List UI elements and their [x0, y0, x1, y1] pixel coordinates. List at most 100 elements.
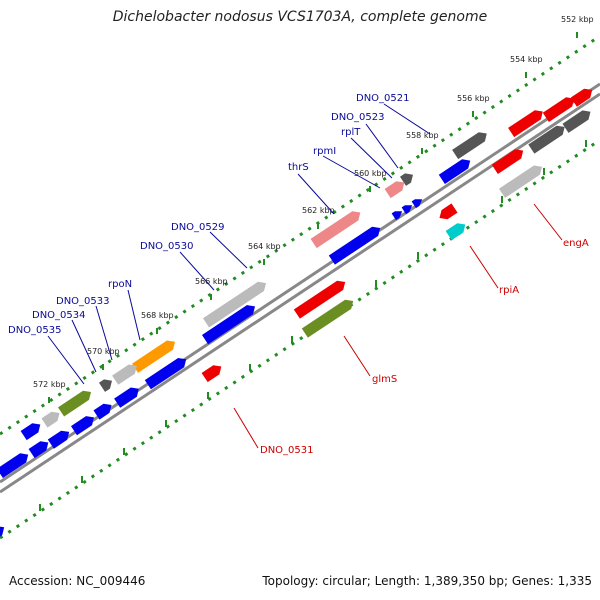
- gene-label: rpmI: [313, 146, 336, 157]
- tick-label: 566 kbp: [195, 277, 228, 286]
- dot-row: [0, 34, 600, 436]
- gene-arrow: [401, 205, 413, 215]
- gene-arrow: [132, 340, 175, 373]
- gene-body: [310, 211, 361, 249]
- tick-marks: 552 kbp 554 kbp 556 kbp 558 kbp 560 kbp 562 k…: [33, 15, 594, 511]
- gene-arrows: [0, 88, 593, 537]
- gene-arrow: [20, 423, 41, 441]
- gene-arrow: [293, 280, 346, 319]
- gene-arrow: [144, 358, 187, 390]
- gene-body: [391, 211, 403, 221]
- gene-body: [47, 430, 70, 449]
- tick-label: 560 kbp: [354, 169, 387, 178]
- gene-arrow: [41, 411, 60, 428]
- callout-line: [533, 203, 563, 241]
- gene-body: [0, 526, 5, 537]
- gene-arrow: [301, 299, 354, 338]
- gene-arrow: [439, 203, 458, 220]
- gene-arrow: [570, 88, 593, 107]
- gene-arrow: [411, 199, 423, 209]
- gene-arrow: [201, 365, 222, 383]
- gene-arrow: [452, 132, 487, 160]
- gene-arrow: [0, 453, 29, 478]
- callout-line: [179, 251, 215, 291]
- gene-body: [71, 416, 94, 436]
- gene-arrow: [391, 211, 403, 221]
- tick-label: 562 kbp: [302, 206, 335, 215]
- gene-body: [0, 453, 29, 478]
- gene-arrow: [400, 173, 413, 186]
- gene-body: [445, 223, 466, 241]
- gene-body: [201, 365, 222, 383]
- gene-label: DNO_0531: [260, 445, 314, 456]
- gene-label: DNO_0529: [171, 222, 225, 233]
- map-title: Dichelobacter nodosus VCS1703A, complete…: [112, 9, 488, 25]
- gene-body: [452, 132, 487, 160]
- gene-label: DNO_0523: [331, 112, 385, 123]
- gene-arrow: [112, 364, 137, 385]
- gene-body: [112, 364, 137, 385]
- gene-body: [401, 205, 413, 215]
- callout-line: [383, 103, 431, 135]
- gene-body: [438, 159, 471, 184]
- gene-arrow: [114, 387, 139, 408]
- callout-line: [127, 289, 141, 341]
- gene-body: [301, 299, 354, 338]
- gene-label: glmS: [372, 374, 397, 385]
- gene-arrow: [203, 281, 266, 328]
- gene-body: [528, 125, 565, 154]
- tick-label: 572 kbp: [33, 380, 66, 389]
- accession-text: Accession: NC_009446: [9, 574, 146, 588]
- gene-body: [439, 203, 458, 220]
- gene-arrow: [28, 441, 49, 459]
- callout-line: [297, 173, 335, 215]
- gene-arrow: [202, 305, 255, 345]
- dot-row: [0, 138, 600, 540]
- gene-arrow: [508, 110, 543, 138]
- gene-label: rpiA: [499, 285, 519, 296]
- gene-arrow: [71, 416, 94, 436]
- callout-line: [233, 407, 259, 449]
- gene-body: [144, 358, 187, 390]
- tick-label: 570 kbp: [87, 347, 120, 356]
- callout-line: [350, 137, 393, 179]
- callout-line: [209, 231, 248, 269]
- gene-arrow: [499, 165, 542, 198]
- gene-arrow: [0, 526, 5, 537]
- callout-line: [343, 335, 371, 377]
- gene-label: DNO_0534: [32, 310, 86, 321]
- gene-arrow: [562, 110, 591, 133]
- tick-label: 554 kbp: [510, 55, 543, 64]
- gene-body: [93, 403, 112, 420]
- gene-body: [58, 390, 91, 417]
- callout-line: [47, 335, 85, 385]
- tick-label: 558 kbp: [406, 131, 439, 140]
- gene-label: DNO_0521: [356, 93, 410, 104]
- gene-label: DNO_0533: [56, 296, 110, 307]
- gene-label: rpoN: [108, 279, 132, 290]
- gene-label: engA: [563, 238, 589, 249]
- callout-line: [365, 123, 399, 169]
- gene-arrow: [491, 149, 524, 174]
- gene-arrow: [328, 226, 381, 265]
- gene-body: [203, 281, 266, 328]
- tick-label: 552 kbp: [561, 15, 594, 24]
- gene-arrow: [93, 403, 112, 420]
- gene-body: [20, 423, 41, 441]
- gene-body: [328, 226, 381, 265]
- gene-body: [570, 88, 593, 107]
- gene-body: [542, 97, 575, 122]
- gene-label: DNO_0535: [8, 325, 62, 336]
- gene-label: DNO_0530: [140, 241, 194, 252]
- gene-body: [384, 181, 405, 199]
- callout-line: [95, 305, 113, 361]
- gene-label: thrS: [288, 162, 309, 173]
- gene-label: rplT: [341, 127, 361, 138]
- gene-arrow: [384, 181, 405, 199]
- callout-line: [469, 245, 499, 289]
- tick-label: 564 kbp: [248, 242, 281, 251]
- gene-arrow: [310, 211, 361, 249]
- gene-arrow: [438, 159, 471, 184]
- gene-callouts: DNO_0521 DNO_0523 rplT rpmI thrS DNO_0529 DNO_…: [8, 93, 589, 456]
